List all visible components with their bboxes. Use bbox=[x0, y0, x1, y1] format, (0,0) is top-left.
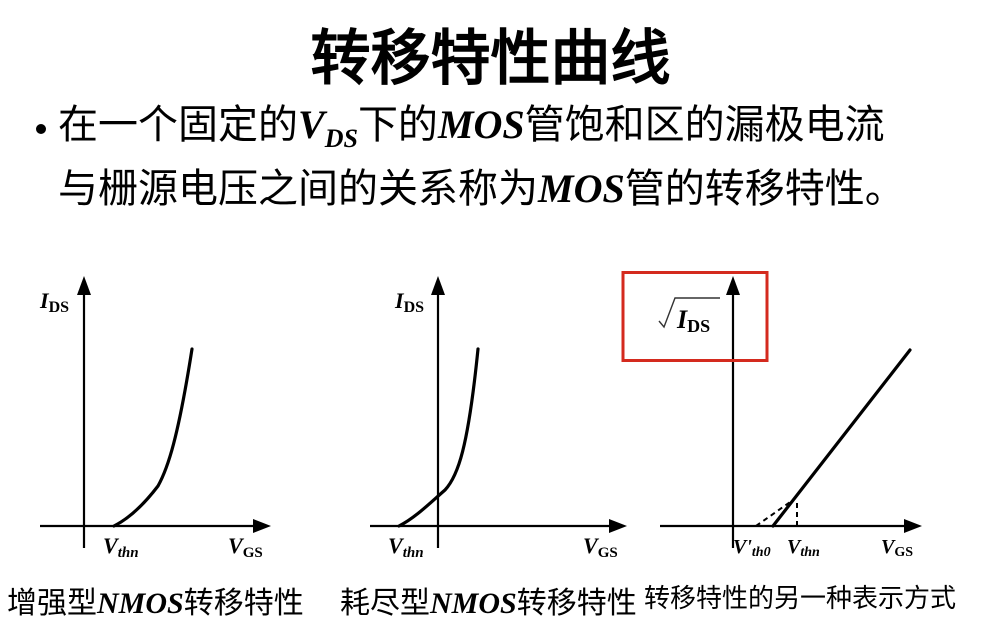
svg-text:VGS: VGS bbox=[583, 533, 618, 561]
svg-text:IDS: IDS bbox=[676, 305, 710, 336]
svg-text:Vthn: Vthn bbox=[388, 533, 424, 561]
svg-text:V'th0: V'th0 bbox=[733, 536, 771, 560]
svg-text:IDS: IDS bbox=[394, 288, 424, 316]
svg-text:VGS: VGS bbox=[881, 536, 913, 560]
svg-text:Vthn: Vthn bbox=[103, 533, 139, 561]
svg-text:Vthn: Vthn bbox=[787, 536, 820, 560]
svg-text:IDS: IDS bbox=[39, 288, 69, 316]
svg-text:VGS: VGS bbox=[228, 533, 263, 561]
